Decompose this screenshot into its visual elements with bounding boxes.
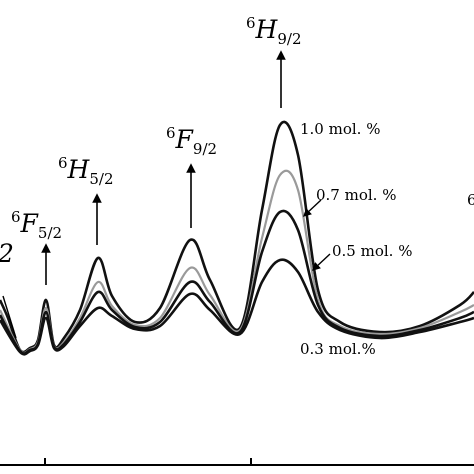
conc-label-0.3: 0.3 mol.% (300, 340, 376, 358)
peak-label-h52: 6H5/2 (58, 154, 114, 188)
edge-text-left: 2 (0, 239, 14, 268)
conc-label-0.7: 0.7 mol. % (316, 186, 396, 204)
conc-label-0.5: 0.5 mol. % (332, 242, 412, 260)
series-line-2 (0, 209, 474, 355)
conc-label-1.0: 1.0 mol. % (300, 120, 380, 138)
series-line-1 (0, 169, 474, 354)
edge-text-right: 6 (467, 191, 474, 209)
series-group (0, 120, 474, 356)
pointer-0.7 (302, 199, 322, 217)
peak-label-h92: 6H9/2 (246, 14, 302, 48)
series-line-3 (0, 258, 474, 356)
edge-pointer-line (2, 295, 17, 339)
pointer-0.5 (311, 253, 331, 271)
peak-label-f92: 6F9/2 (166, 124, 217, 158)
peak-label-f52: 6F5/2 (11, 208, 62, 242)
